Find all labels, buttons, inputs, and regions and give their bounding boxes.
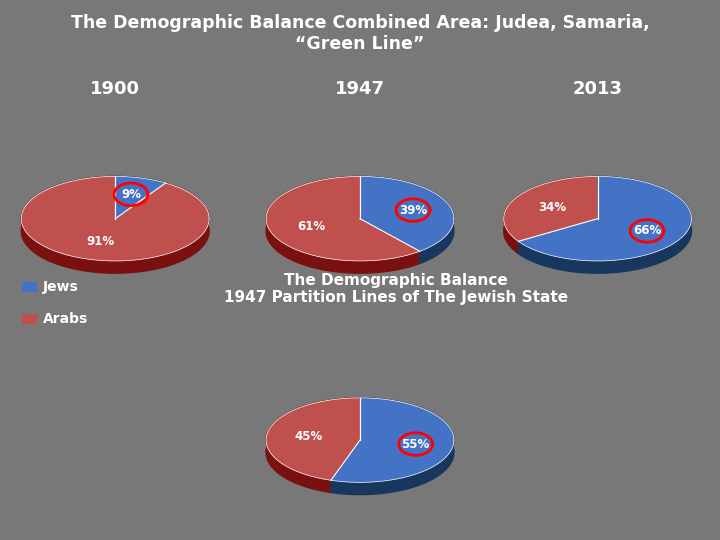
Text: 39%: 39%	[399, 204, 427, 217]
Polygon shape	[22, 177, 209, 261]
Polygon shape	[266, 398, 360, 492]
Polygon shape	[331, 398, 454, 482]
Text: 91%: 91%	[86, 234, 115, 247]
Text: 2013: 2013	[572, 80, 623, 98]
Text: “Green Line”: “Green Line”	[295, 35, 425, 53]
Polygon shape	[115, 177, 166, 219]
Polygon shape	[518, 177, 691, 273]
Polygon shape	[504, 177, 598, 241]
Polygon shape	[266, 177, 420, 261]
Text: 66%: 66%	[633, 225, 661, 238]
Text: 34%: 34%	[539, 201, 567, 214]
Text: Jews: Jews	[43, 280, 79, 294]
Text: 45%: 45%	[295, 430, 323, 443]
Bar	[22, 314, 37, 324]
Polygon shape	[115, 177, 166, 195]
Polygon shape	[360, 177, 454, 251]
Polygon shape	[504, 177, 598, 254]
Polygon shape	[266, 177, 420, 273]
Bar	[22, 282, 37, 292]
Text: 9%: 9%	[121, 188, 141, 201]
Text: 1900: 1900	[90, 80, 140, 98]
Text: 1947: 1947	[335, 80, 385, 98]
Polygon shape	[360, 177, 454, 264]
Polygon shape	[331, 398, 454, 495]
Polygon shape	[518, 177, 691, 261]
Text: Arabs: Arabs	[43, 312, 89, 326]
Text: 61%: 61%	[297, 220, 325, 233]
Polygon shape	[266, 398, 360, 480]
Polygon shape	[22, 177, 209, 273]
Text: The Demographic Balance
1947 Partition Lines of The Jewish State: The Demographic Balance 1947 Partition L…	[224, 273, 568, 305]
Text: 55%: 55%	[402, 437, 430, 450]
Text: The Demographic Balance Combined Area: Judea, Samaria,: The Demographic Balance Combined Area: J…	[71, 14, 649, 31]
